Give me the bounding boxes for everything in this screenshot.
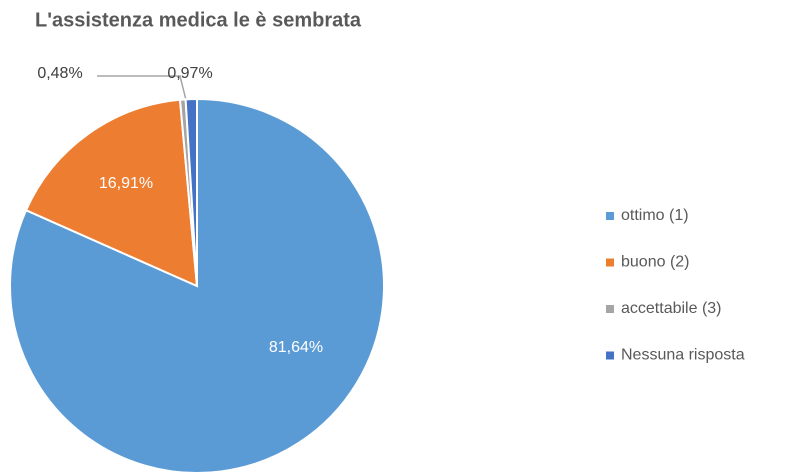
legend-label: accettabile (3) [621, 300, 722, 317]
legend-label: ottimo (1) [621, 207, 689, 224]
data-label: 16,91% [99, 175, 153, 192]
data-label: 81,64% [269, 339, 323, 356]
leader-line [97, 75, 187, 101]
legend-swatch [606, 351, 614, 360]
pie-slice [24, 98, 199, 288]
legend-label: buono (2) [621, 254, 690, 271]
legend-swatch [606, 212, 614, 220]
pie-slice [184, 97, 198, 287]
legend-label: Nessuna risposta [621, 347, 745, 364]
data-label: 0,48% [37, 65, 82, 82]
legend-swatch [606, 305, 614, 313]
data-label: 0,97% [167, 65, 212, 82]
legend-swatch [606, 258, 614, 267]
chart-title: L'assistenza medica le è sembrata [35, 9, 362, 31]
